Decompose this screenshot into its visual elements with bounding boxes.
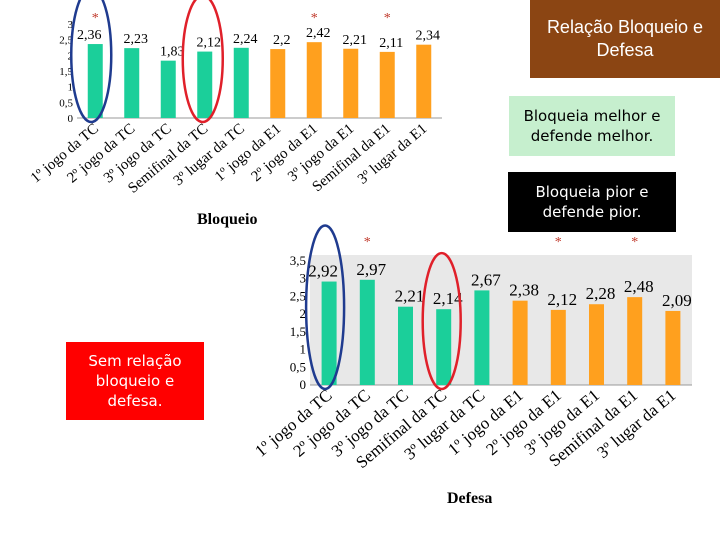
significance-asterisk: * bbox=[631, 235, 638, 250]
data-label: 2,42 bbox=[306, 26, 331, 41]
data-label: 2,11 bbox=[379, 36, 403, 51]
y-tick-label: 0 bbox=[68, 113, 74, 125]
significance-asterisk: * bbox=[92, 11, 99, 26]
y-tick-label: 0,5 bbox=[59, 97, 73, 109]
highlight-circle-red bbox=[181, 0, 224, 124]
y-tick-label: 1 bbox=[68, 82, 74, 94]
y-tick-label: 2,5 bbox=[59, 35, 73, 47]
bar bbox=[160, 60, 176, 118]
bloqueio-axis-label: Bloqueio bbox=[197, 211, 258, 228]
y-tick-label: 1 bbox=[300, 342, 307, 357]
significance-asterisk: * bbox=[364, 235, 371, 250]
significance-asterisk: * bbox=[555, 235, 562, 250]
bar bbox=[665, 310, 681, 385]
data-label: 2,67 bbox=[471, 270, 501, 289]
bar bbox=[416, 44, 432, 118]
bar bbox=[270, 49, 286, 118]
data-label: 2,12 bbox=[547, 290, 577, 309]
highlight-circle-blue bbox=[304, 224, 346, 391]
data-label: 2,38 bbox=[509, 281, 539, 300]
data-label: 2,21 bbox=[343, 33, 368, 48]
bloqueio-chart: 0 0,5 1 1,5 2 2,5 3 2,36 1º jogo da TC 2,23 2º jog… bbox=[0, 0, 500, 240]
data-label: 2,2 bbox=[273, 33, 291, 48]
bar bbox=[306, 42, 322, 118]
highlight-circle-blue bbox=[70, 0, 113, 124]
data-label: 2,14 bbox=[433, 289, 463, 308]
bar bbox=[124, 48, 140, 119]
bar bbox=[550, 309, 566, 385]
page-title: Relação Bloqueio e Defesa bbox=[546, 16, 704, 60]
defesa-chart: 0 0,5 1 1,5 2 2,5 3 3,5 2,92 1º jogo da TC 2,97 2º … bbox=[0, 224, 720, 540]
data-label: 2,28 bbox=[586, 284, 616, 303]
y-tick-label: 3 bbox=[300, 271, 307, 286]
bar bbox=[436, 309, 452, 385]
y-tick-label: 3,5 bbox=[290, 253, 306, 268]
bar bbox=[197, 51, 213, 118]
data-label: 2,24 bbox=[233, 32, 258, 47]
data-label: 2,34 bbox=[416, 29, 441, 44]
page-title-box: Relação Bloqueio e Defesa bbox=[530, 0, 720, 78]
callout-better: Bloqueia melhor e defende melhor. bbox=[509, 96, 675, 156]
callout-no-relation: Sem relação bloqueio e defesa. bbox=[66, 342, 204, 420]
data-label: 2,36 bbox=[77, 28, 102, 43]
data-label: 2,09 bbox=[662, 291, 692, 310]
bar bbox=[589, 304, 604, 385]
bar bbox=[627, 297, 643, 385]
significance-asterisk: * bbox=[311, 11, 318, 26]
y-tick-label: 1,5 bbox=[290, 324, 306, 339]
data-label: 2,97 bbox=[356, 260, 386, 279]
y-tick-label: 2 bbox=[300, 306, 307, 321]
data-label: 2,21 bbox=[395, 287, 425, 306]
data-label: 2,23 bbox=[124, 32, 149, 47]
y-tick-label: 1,5 bbox=[59, 66, 73, 78]
bar bbox=[233, 47, 249, 118]
data-label: 2,12 bbox=[197, 36, 222, 51]
bar bbox=[398, 306, 413, 385]
bar bbox=[321, 281, 337, 385]
bar bbox=[343, 48, 359, 118]
callout-worse: Bloqueia pior e defende pior. bbox=[508, 172, 676, 232]
data-label: 2,48 bbox=[624, 277, 654, 296]
data-label: 2,92 bbox=[308, 262, 338, 281]
y-tick-label: 2,5 bbox=[290, 288, 306, 303]
bar bbox=[379, 51, 395, 118]
data-label: 1,83 bbox=[160, 45, 185, 60]
bar bbox=[87, 44, 103, 119]
defesa-axis-label: Defesa bbox=[447, 490, 493, 507]
significance-asterisk: * bbox=[384, 11, 391, 26]
bar bbox=[359, 279, 375, 385]
y-tick-label: 0 bbox=[300, 377, 307, 392]
bar bbox=[474, 290, 490, 385]
highlight-circle-red bbox=[421, 251, 462, 391]
y-tick-label: 0,5 bbox=[290, 359, 306, 374]
bar bbox=[512, 300, 528, 385]
y-tick-label: 3 bbox=[68, 19, 74, 31]
